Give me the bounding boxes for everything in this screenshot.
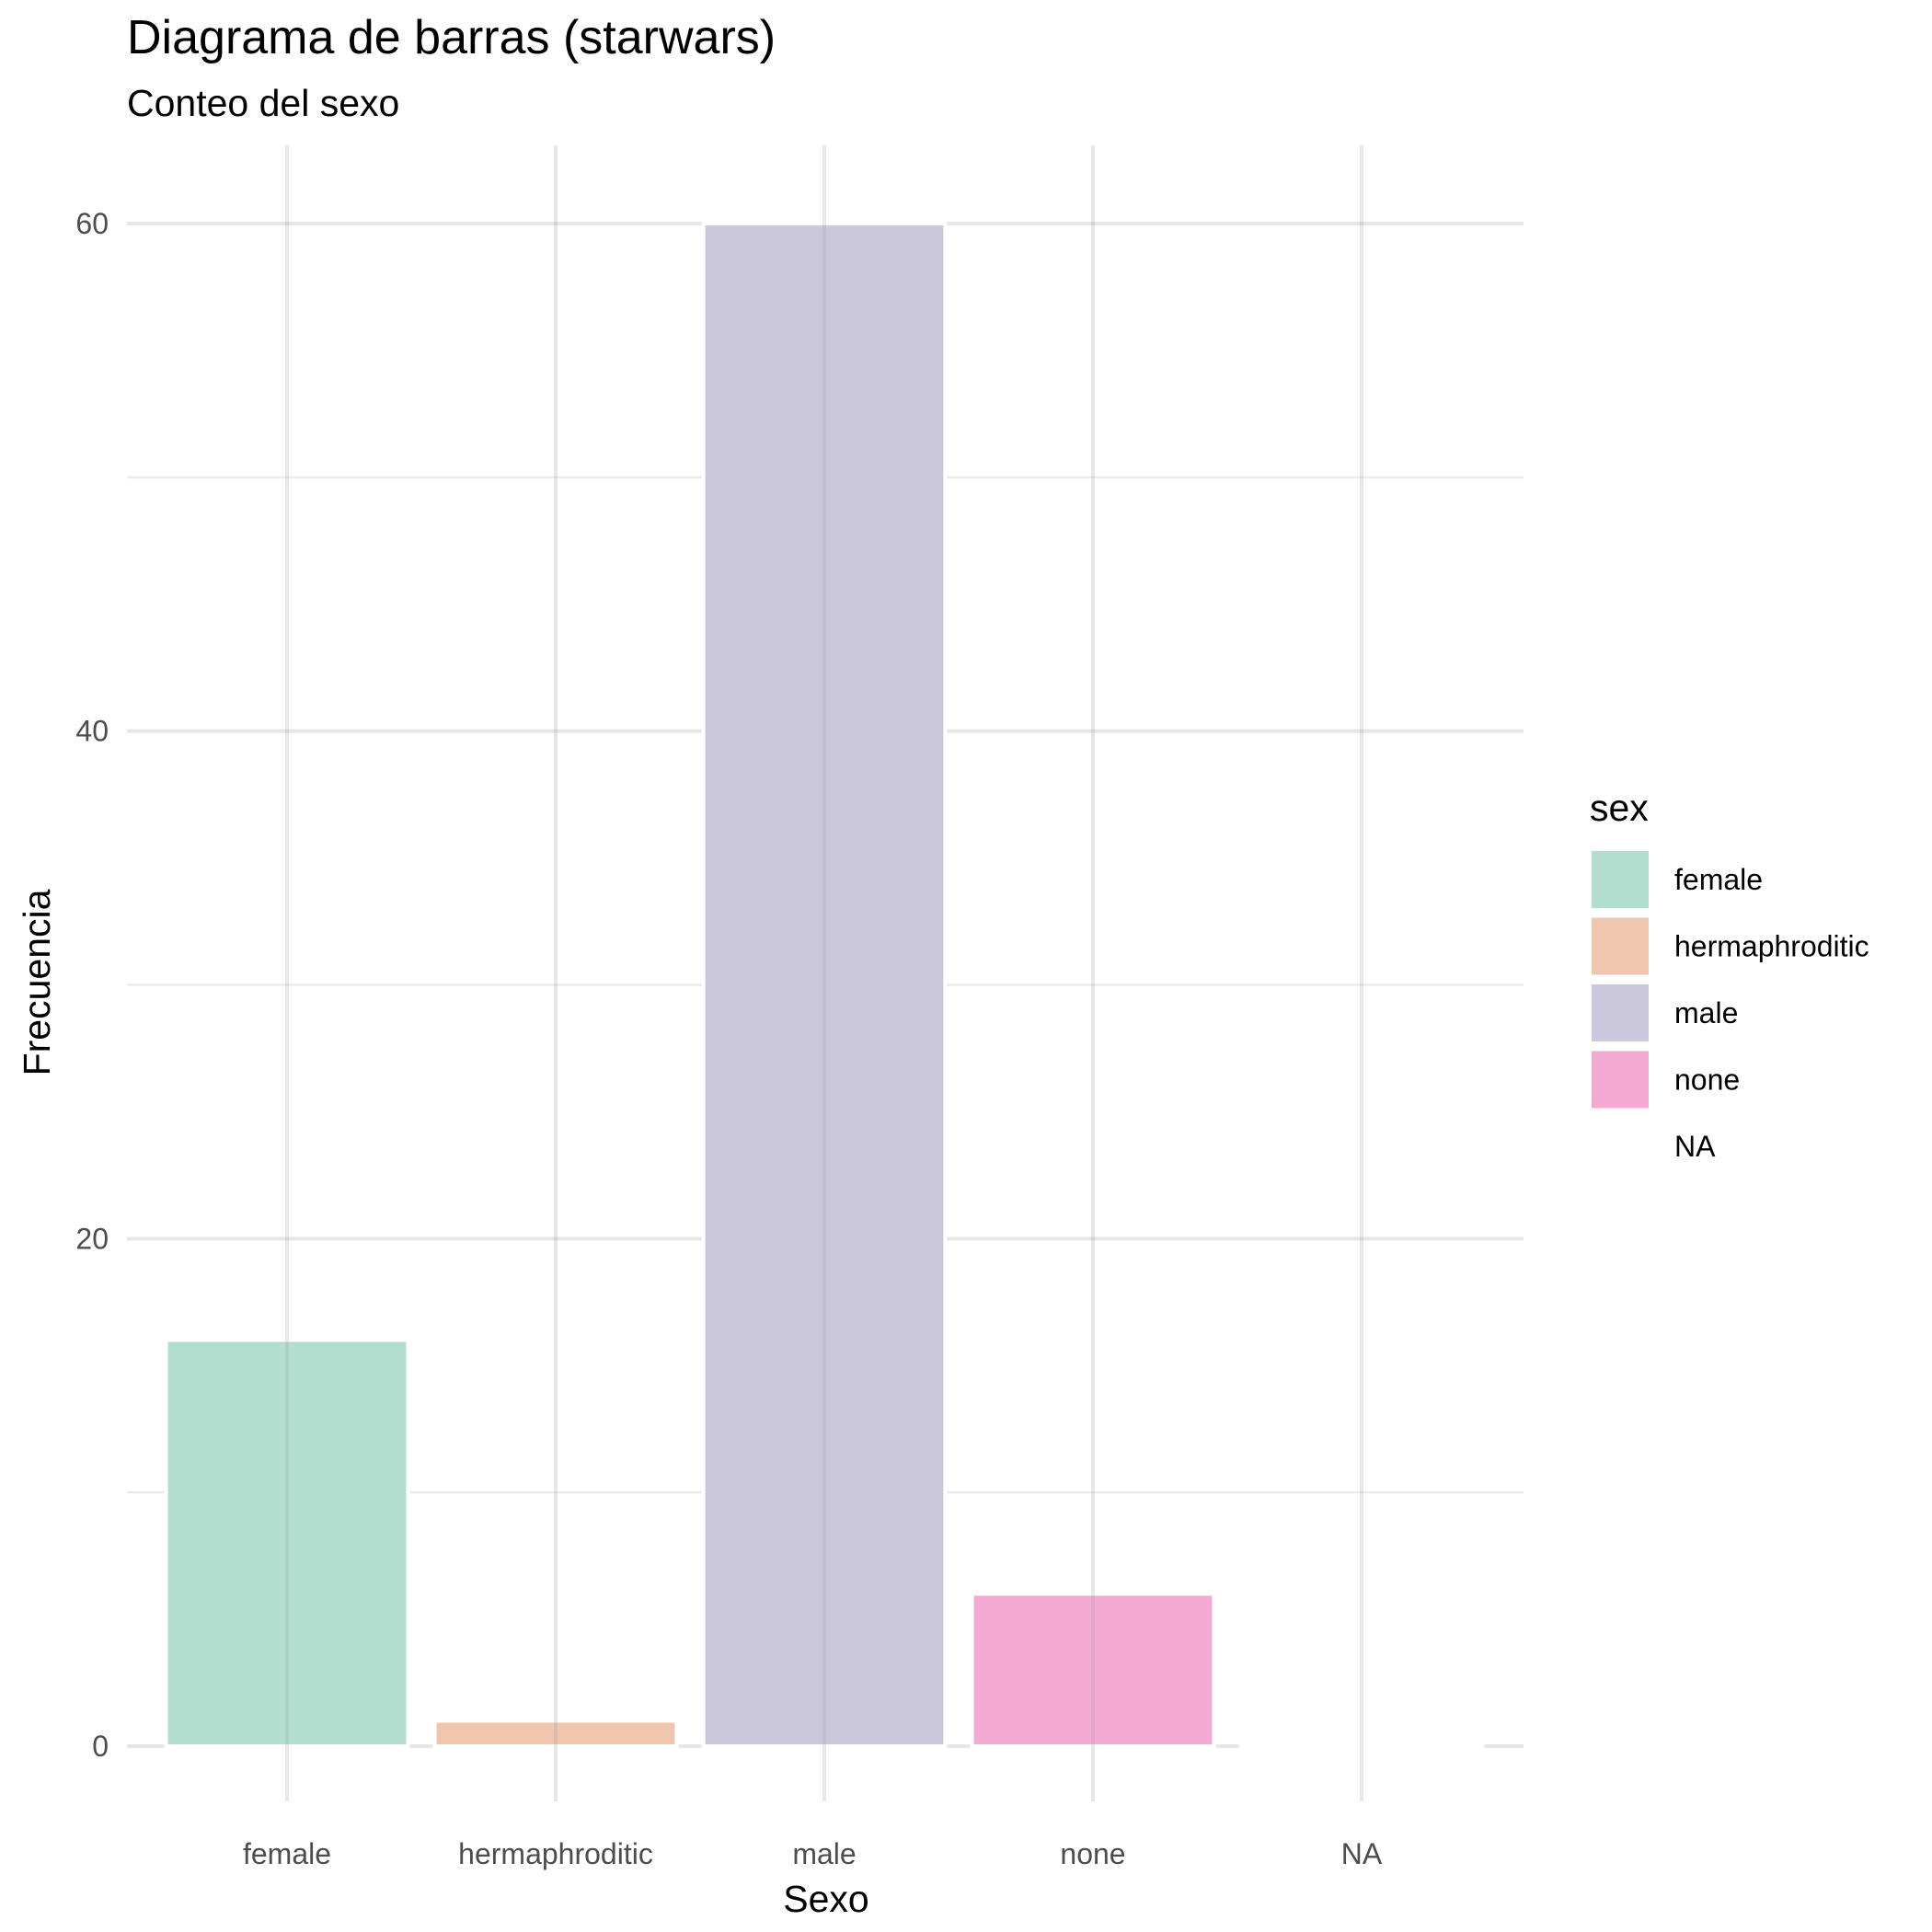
x-tick-label: male [792, 1837, 856, 1870]
y-tick-label: 60 [75, 207, 109, 240]
legend-key-hermaphroditic [1592, 917, 1649, 975]
vertical-gridlines [285, 145, 1363, 1801]
y-axis-title: Frecuencia [16, 889, 58, 1075]
y-tick-label: 40 [75, 715, 109, 748]
legend-label: male [1674, 996, 1738, 1029]
bar-none [970, 1592, 1216, 1748]
y-tick-label: 20 [75, 1222, 109, 1255]
x-tick-label: female [243, 1837, 331, 1870]
y-tick-labels: 0 20 40 60 [75, 207, 109, 1763]
legend-title: sex [1590, 787, 1649, 829]
x-axis-title: Sexo [783, 1878, 868, 1920]
legend-label: none [1674, 1064, 1740, 1097]
x-tick-labels: female hermaphroditic male none NA [243, 1837, 1383, 1870]
bar-male [701, 222, 948, 1748]
chart-title: Diagrama de barras (starwars) [127, 11, 776, 64]
legend-key-none [1592, 1051, 1649, 1109]
chart-subtitle: Conteo del sexo [127, 82, 399, 124]
x-tick-label: hermaphroditic [458, 1837, 653, 1870]
legend-key-na [1592, 1118, 1649, 1175]
legend: sex female hermaphroditic male none NA [1590, 787, 1869, 1175]
bars [164, 222, 1485, 1749]
legend-key-male [1592, 984, 1649, 1041]
legend-label: hermaphroditic [1674, 930, 1869, 963]
legend-label: female [1674, 863, 1763, 896]
bar-na [1238, 1744, 1485, 1749]
y-tick-label: 0 [92, 1730, 109, 1763]
legend-label: NA [1674, 1130, 1716, 1163]
bar-female [164, 1338, 410, 1748]
bar-hermaphroditic [432, 1719, 679, 1748]
x-tick-label: none [1060, 1837, 1125, 1870]
x-tick-label: NA [1341, 1837, 1383, 1870]
legend-key-female [1592, 851, 1649, 908]
